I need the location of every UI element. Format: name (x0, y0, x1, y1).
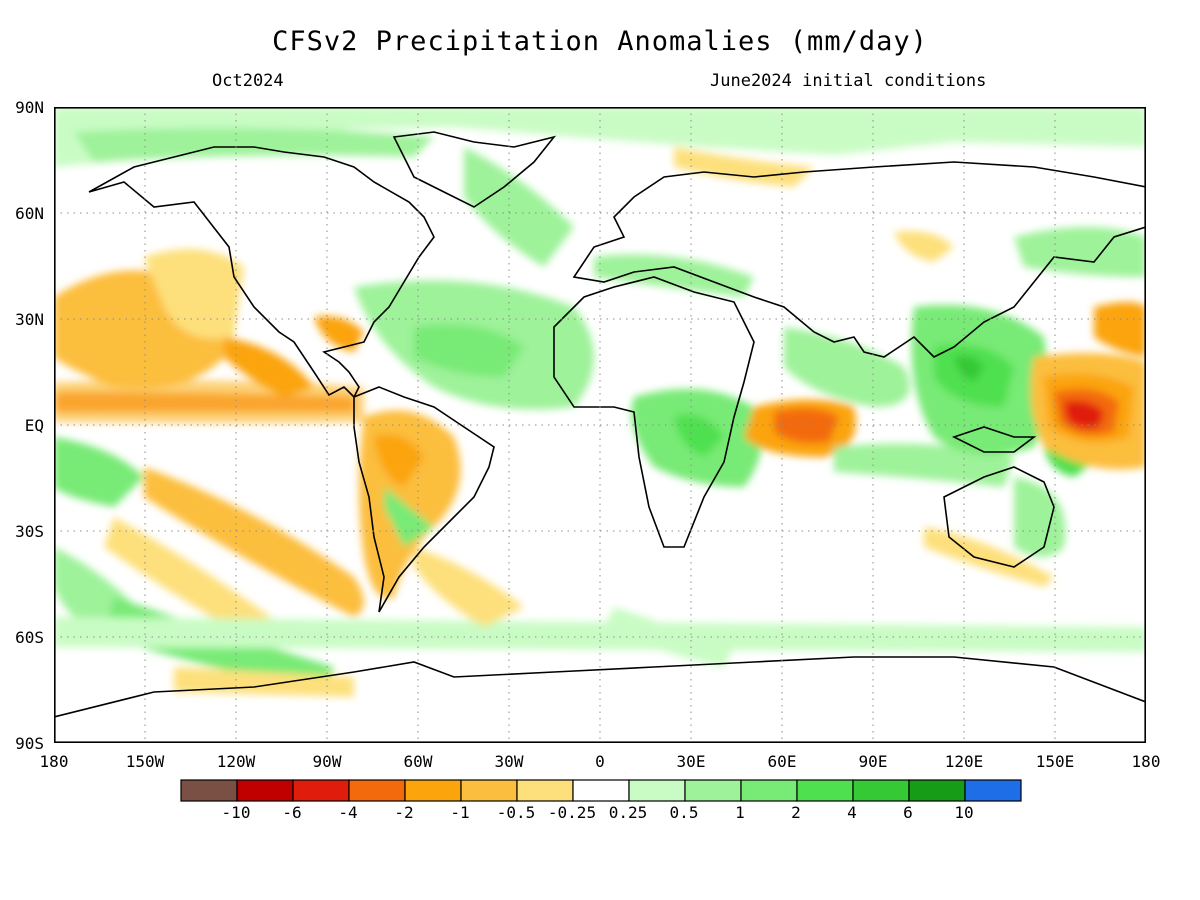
forecast-month: Oct2024 (212, 71, 284, 91)
lat-label-30n: 30N (15, 310, 44, 329)
lon-label-30e: 30E (676, 752, 706, 771)
colorbar-label-2: 2 (791, 803, 801, 822)
colorbar-swatch (740, 779, 798, 802)
colorbar-label-1: 1 (735, 803, 745, 822)
lat-label-60s: 60S (15, 628, 44, 647)
south-america-outline (353, 386, 495, 613)
lon-label-180w: 180 (39, 752, 69, 771)
colorbar-label-6: 6 (903, 803, 913, 822)
lon-label-0: 0 (595, 752, 605, 771)
lat-label-90n: 90N (15, 98, 44, 117)
grid-lines (54, 107, 1146, 743)
greenland-outline (392, 131, 557, 208)
colorbar-label-neg025: -0.25 (547, 803, 597, 822)
colorbar-swatch (628, 779, 686, 802)
anomaly-map (54, 107, 1146, 743)
colorbar-swatch (348, 779, 406, 802)
colorbar-label-neg05: -0.5 (496, 803, 536, 822)
lat-label-90s: 90S (15, 734, 44, 753)
colorbar-label-10: 10 (954, 803, 974, 822)
map-frame (54, 107, 1146, 743)
colorbar-label-neg1: -1 (450, 803, 470, 822)
colorbar (180, 779, 1022, 802)
indonesia-outline (951, 426, 1037, 453)
lon-label-150w: 150W (125, 752, 165, 771)
lon-label-90e: 90E (858, 752, 888, 771)
colorbar-label-neg10: -10 (221, 803, 251, 822)
colorbar-swatch (852, 779, 910, 802)
lon-label-180e: 180 (1131, 752, 1161, 771)
lat-label-eq: EQ (24, 416, 44, 435)
initial-conditions: June2024 initial conditions (710, 71, 987, 91)
lon-label-90w: 90W (312, 752, 342, 771)
colorbar-label-025: 0.25 (608, 803, 648, 822)
north-america-outline (88, 146, 435, 399)
eurasia-outline (572, 161, 1146, 358)
colorbar-swatch (460, 779, 518, 802)
lon-label-60e: 60E (767, 752, 797, 771)
lat-label-60n: 60N (15, 204, 44, 223)
colorbar-label-neg2: -2 (394, 803, 414, 822)
colorbar-swatch (908, 779, 966, 802)
colorbar-swatch (180, 779, 238, 802)
chart-title: CFSv2 Precipitation Anomalies (mm/day) (272, 26, 928, 57)
lon-label-60w: 60W (403, 752, 433, 771)
lat-label-30s: 30S (15, 522, 44, 541)
antarctica-outline (54, 656, 1146, 743)
lon-label-120e: 120E (944, 752, 984, 771)
australia-outline (943, 466, 1055, 568)
colorbar-label-4: 4 (847, 803, 857, 822)
lon-label-120w: 120W (216, 752, 256, 771)
colorbar-label-neg4: -4 (338, 803, 358, 822)
colorbar-label-05: 0.5 (669, 803, 699, 822)
coastlines (54, 131, 1146, 743)
colorbar-swatch (516, 779, 574, 802)
colorbar-swatch (292, 779, 350, 802)
colorbar-swatch (572, 779, 630, 802)
anomaly-fields (54, 107, 1146, 697)
colorbar-swatch (236, 779, 294, 802)
colorbar-swatch (684, 779, 742, 802)
lon-label-30w: 30W (494, 752, 524, 771)
colorbar-label-neg6: -6 (282, 803, 302, 822)
colorbar-swatch (404, 779, 462, 802)
colorbar-swatch (796, 779, 854, 802)
africa-outline (553, 276, 755, 548)
lon-label-150e: 150E (1035, 752, 1075, 771)
colorbar-swatch (964, 779, 1022, 802)
